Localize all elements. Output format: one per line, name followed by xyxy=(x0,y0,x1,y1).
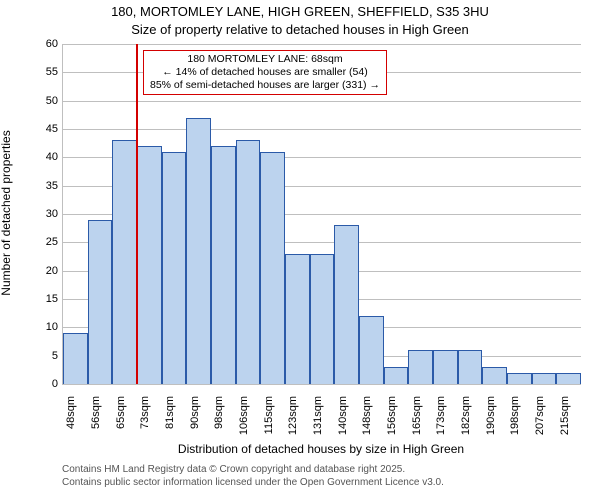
property-callout: 180 MORTOMLEY LANE: 68sqm← 14% of detach… xyxy=(143,50,387,95)
y-tick: 20 xyxy=(32,265,58,277)
callout-line1: 180 MORTOMLEY LANE: 68sqm xyxy=(150,53,380,66)
histogram-bar xyxy=(408,350,433,384)
x-tick: 131sqm xyxy=(312,396,324,446)
x-tick: 140sqm xyxy=(337,396,349,446)
x-tick: 81sqm xyxy=(164,396,176,446)
y-tick: 50 xyxy=(32,95,58,107)
plot-area: 180 MORTOMLEY LANE: 68sqm← 14% of detach… xyxy=(62,44,581,385)
gridline xyxy=(63,101,581,102)
y-axis-label: Number of detached properties xyxy=(0,43,13,383)
histogram-bar xyxy=(260,152,285,384)
histogram-bar xyxy=(162,152,187,384)
x-tick: 106sqm xyxy=(238,396,250,446)
x-tick: 156sqm xyxy=(386,396,398,446)
gridline xyxy=(63,384,581,385)
y-tick: 45 xyxy=(32,123,58,135)
x-tick: 123sqm xyxy=(287,396,299,446)
property-marker-line xyxy=(136,44,138,384)
x-tick: 173sqm xyxy=(435,396,447,446)
histogram-bar xyxy=(137,146,162,384)
histogram-bar xyxy=(532,373,557,384)
callout-line3: 85% of semi-detached houses are larger (… xyxy=(150,79,380,92)
property-size-chart: 180, MORTOMLEY LANE, HIGH GREEN, SHEFFIE… xyxy=(0,0,600,500)
y-tick: 15 xyxy=(32,293,58,305)
histogram-bar xyxy=(236,140,261,384)
x-tick: 90sqm xyxy=(189,396,201,446)
histogram-bar xyxy=(211,146,236,384)
histogram-bar xyxy=(482,367,507,384)
histogram-bar xyxy=(88,220,113,384)
chart-title-line2: Size of property relative to detached ho… xyxy=(0,22,600,37)
histogram-bar xyxy=(359,316,384,384)
y-tick: 35 xyxy=(32,180,58,192)
x-axis-label: Distribution of detached houses by size … xyxy=(62,442,580,456)
x-tick: 182sqm xyxy=(460,396,472,446)
y-tick: 30 xyxy=(32,208,58,220)
gridline xyxy=(63,44,581,45)
histogram-bar xyxy=(384,367,409,384)
x-tick: 198sqm xyxy=(509,396,521,446)
y-tick: 5 xyxy=(32,350,58,362)
y-tick: 10 xyxy=(32,321,58,333)
y-tick: 0 xyxy=(32,378,58,390)
histogram-bar xyxy=(63,333,88,384)
callout-line2: ← 14% of detached houses are smaller (54… xyxy=(150,66,380,79)
x-tick: 165sqm xyxy=(411,396,423,446)
histogram-bar xyxy=(433,350,458,384)
x-tick: 115sqm xyxy=(263,396,275,446)
attribution-line2: Contains public sector information licen… xyxy=(62,477,444,490)
x-tick: 190sqm xyxy=(485,396,497,446)
x-tick: 98sqm xyxy=(213,396,225,446)
chart-title-line1: 180, MORTOMLEY LANE, HIGH GREEN, SHEFFIE… xyxy=(0,4,600,19)
histogram-bar xyxy=(112,140,137,384)
y-tick: 60 xyxy=(32,38,58,50)
histogram-bar xyxy=(458,350,483,384)
histogram-bar xyxy=(507,373,532,384)
x-tick: 56sqm xyxy=(90,396,102,446)
y-tick: 55 xyxy=(32,66,58,78)
histogram-bar xyxy=(310,254,335,384)
gridline xyxy=(63,129,581,130)
x-tick: 73sqm xyxy=(139,396,151,446)
histogram-bar xyxy=(186,118,211,384)
x-tick: 65sqm xyxy=(115,396,127,446)
histogram-bar xyxy=(334,225,359,384)
attribution-line1: Contains HM Land Registry data © Crown c… xyxy=(62,464,444,477)
x-tick: 148sqm xyxy=(361,396,373,446)
y-tick: 40 xyxy=(32,151,58,163)
y-tick: 25 xyxy=(32,236,58,248)
x-tick: 215sqm xyxy=(559,396,571,446)
histogram-bar xyxy=(556,373,581,384)
attribution-text: Contains HM Land Registry data © Crown c… xyxy=(62,464,444,489)
histogram-bar xyxy=(285,254,310,384)
x-tick: 207sqm xyxy=(534,396,546,446)
x-tick: 48sqm xyxy=(65,396,77,446)
